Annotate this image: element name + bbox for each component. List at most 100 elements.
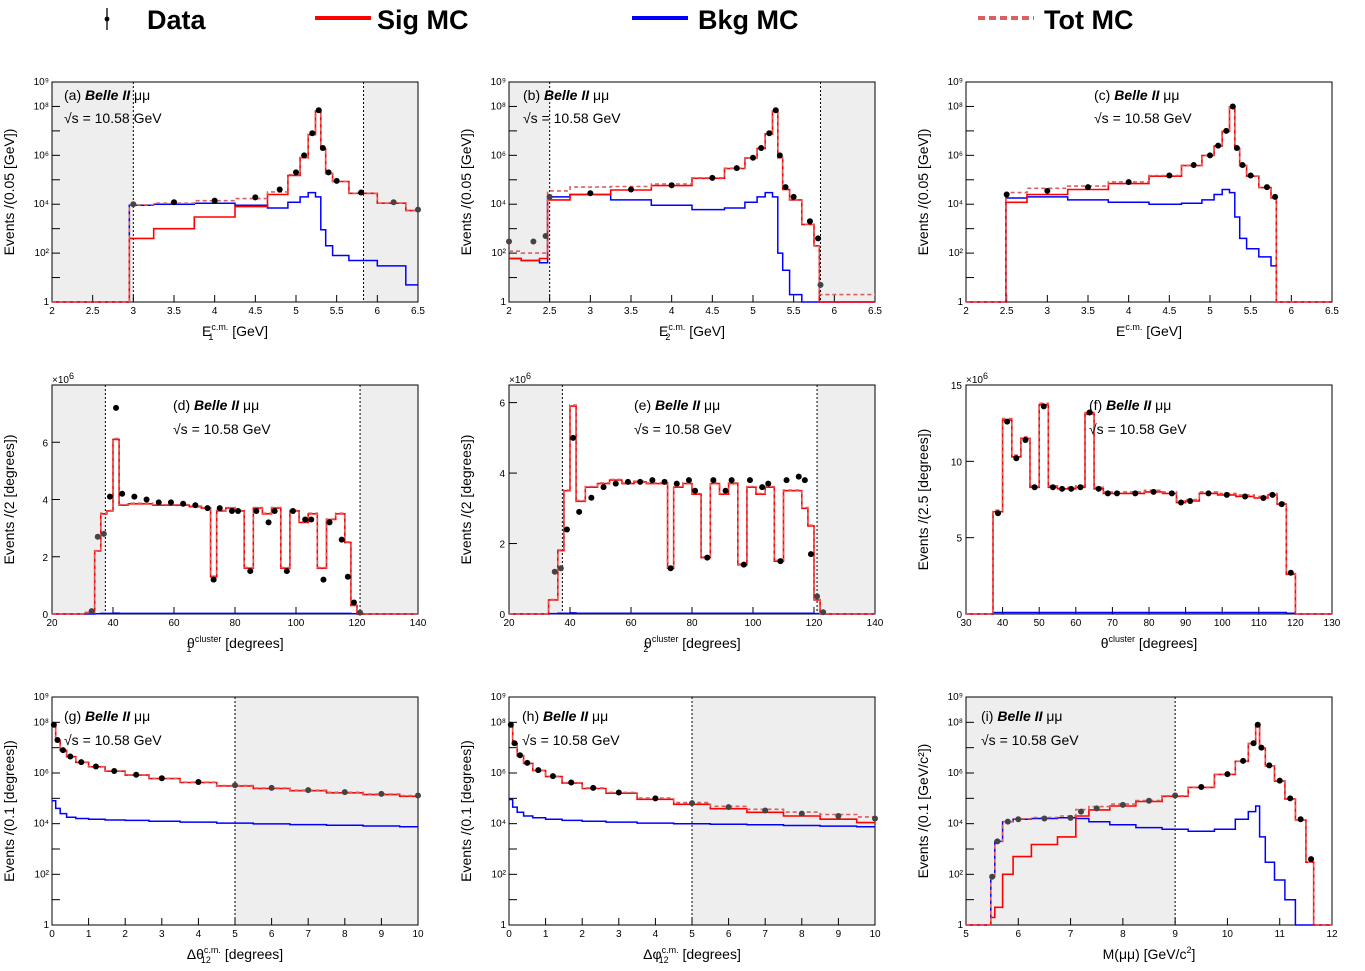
x-axis-title: Ec.m. [GeV]: [1116, 322, 1182, 339]
data-point: [817, 281, 824, 288]
data-point: [1258, 744, 1265, 751]
panel-energy: √s = 10.58 GeV: [64, 110, 162, 126]
x-tick-label: 10: [869, 929, 881, 940]
legend-entry-sig: Sig MC: [315, 5, 469, 35]
y-tick-label: 4: [499, 469, 505, 480]
x-tick-label: 7: [305, 929, 311, 940]
data-point: [293, 169, 299, 176]
y-tick-label: 1: [43, 920, 49, 931]
x-axis-title: M(μμ) [GeV/c2]: [1103, 945, 1196, 962]
y-tick-label: 10: [951, 457, 963, 468]
y-tick-label: 10⁸: [491, 717, 506, 728]
x-tick-label: 6: [375, 306, 381, 317]
data-point: [725, 804, 732, 811]
data-point: [649, 477, 656, 484]
bkg-mc-line: [966, 188, 1332, 303]
data-point: [67, 753, 74, 760]
x-tick-label: 4.5: [705, 306, 719, 317]
data-point: [1041, 815, 1048, 822]
data-point: [1278, 501, 1285, 508]
y-tick-label: 10⁶: [34, 768, 49, 779]
data-point: [344, 573, 351, 580]
data-point: [535, 767, 542, 774]
data-point: [685, 477, 692, 484]
x-tick-label: 80: [229, 618, 241, 629]
chart-panel-a: 2 2.5 3 3.5 4 4.5 5 5.5 6 6.5 1 10² 10⁴ 10⁶ 10⁸ 10⁹ (a) …: [1, 77, 425, 342]
data-point: [1263, 184, 1270, 191]
data-point: [1013, 455, 1020, 462]
data-point: [563, 526, 570, 533]
data-point: [766, 130, 773, 137]
chart-panel-i: 5 6 7 8 9 10 11 12 1 10² 10⁴ 10⁶ 10⁸ 10⁹ (i) Belle II …: [915, 692, 1338, 962]
excluded-region: [52, 82, 134, 302]
excluded-region: [360, 385, 418, 614]
data-point: [232, 782, 238, 789]
plot-frame: [51, 81, 419, 303]
x-tick-label: 6.5: [868, 306, 882, 317]
x-tick-label: 2: [963, 306, 969, 317]
data-point: [1240, 757, 1247, 764]
panel-energy: √s = 10.58 GeV: [523, 110, 621, 126]
data-point: [530, 238, 537, 245]
x-tick-label: 3: [131, 306, 137, 317]
x-tick-label: 0: [49, 929, 55, 940]
data-marker-icon: [104, 16, 110, 22]
y-tick-label: 10⁸: [34, 717, 49, 728]
data-point: [1119, 801, 1126, 808]
y-exponent-label: ×106: [966, 371, 988, 386]
chart-panel-e: 20 40 60 80 100 120 140 0 2 4 6 ×106 (e) Belle II μμ…: [458, 371, 884, 654]
data-point: [516, 752, 523, 759]
x-tick-label: 2: [122, 929, 128, 940]
x-tick-label: 2.5: [1000, 306, 1014, 317]
y-tick-label: 5: [956, 534, 962, 545]
data-point: [807, 551, 814, 558]
data-point: [1104, 490, 1111, 497]
data-point: [1260, 494, 1267, 501]
x-tick-label: 5.5: [1244, 306, 1258, 317]
data-point: [158, 775, 165, 782]
data-point: [94, 533, 101, 540]
data-point: [989, 873, 996, 880]
data-point: [302, 516, 309, 523]
x-tick-label: 2: [49, 306, 55, 317]
data-point: [130, 201, 137, 208]
y-tick-label: 10⁶: [34, 150, 49, 161]
data-point: [1015, 816, 1022, 823]
data-point: [795, 473, 802, 480]
data-point: [722, 487, 729, 494]
x-axis-title: θcluster [degrees]: [1101, 634, 1198, 651]
legend-entry-data: Data: [104, 5, 207, 35]
x-tick-label: 2: [579, 929, 585, 940]
data-point: [78, 759, 85, 766]
x-tick-label: 1: [86, 929, 92, 940]
data-point: [180, 500, 187, 507]
y-tick-label: 10²: [492, 248, 507, 259]
data-point: [265, 519, 272, 526]
x-tick-label: 4.5: [248, 306, 262, 317]
plot-frame: [965, 696, 1333, 926]
y-tick-label: 10⁹: [34, 692, 49, 703]
x-tick-label: 6.5: [1325, 306, 1339, 317]
x-tick-label: 3.5: [624, 306, 638, 317]
legend: Data Sig MC Bkg MC Tot MC: [104, 5, 1133, 35]
y-tick-label: 10⁹: [491, 692, 506, 703]
y-exponent-label: ×106: [509, 371, 531, 386]
x-tick-label: 130: [1324, 618, 1341, 629]
panel-tag: (a) Belle II μμ: [64, 87, 150, 103]
data-point: [289, 507, 296, 514]
x-tick-label: 12: [1326, 929, 1338, 940]
tot-mc-line: [52, 110, 418, 303]
data-point: [815, 235, 822, 242]
y-tick-label: 10⁶: [948, 150, 963, 161]
data-point: [378, 790, 385, 797]
data-point: [740, 561, 747, 568]
data-point: [1269, 491, 1276, 498]
legend-label-sig: Sig MC: [377, 5, 469, 35]
data-point: [1229, 103, 1236, 110]
x-tick-label: 140: [410, 618, 427, 629]
plot-frame: [965, 81, 1333, 303]
data-point: [612, 480, 619, 487]
y-tick-label: 10⁹: [491, 77, 506, 88]
y-axis-title: Events /(0.05 [GeV]): [1, 129, 17, 256]
x-tick-label: 3: [588, 306, 594, 317]
